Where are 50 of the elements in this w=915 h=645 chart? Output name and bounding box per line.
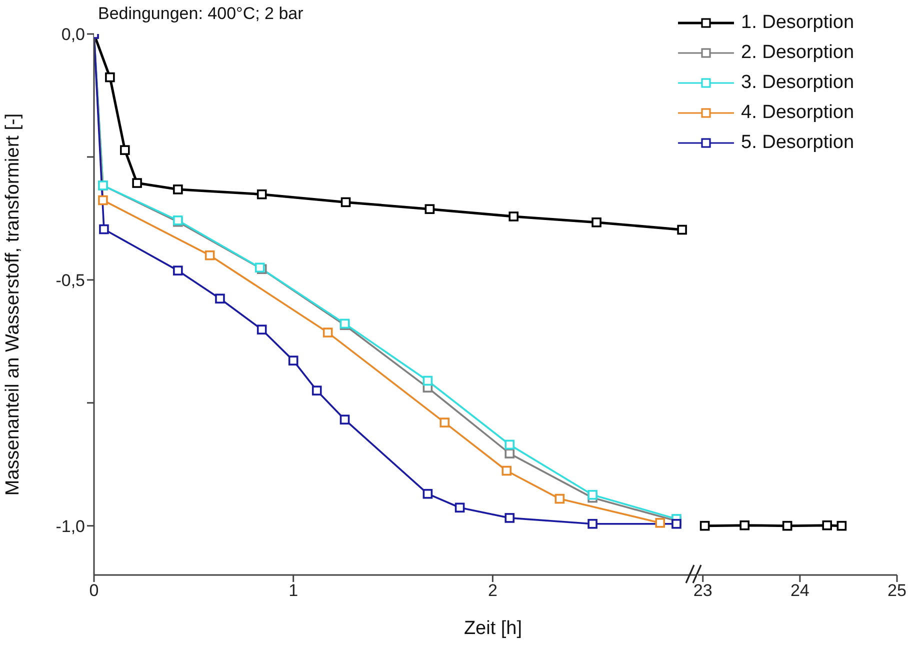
point xyxy=(440,418,450,428)
point xyxy=(256,324,267,334)
point xyxy=(120,145,130,155)
legend-label: 1. Desorption xyxy=(741,12,854,34)
point xyxy=(672,518,682,529)
x-tick-label: 1 xyxy=(288,581,298,600)
x-tick-label: 2 xyxy=(488,581,498,600)
point xyxy=(655,518,666,528)
text: Bedingungen: 400°C; 2 bar xyxy=(98,4,304,24)
point xyxy=(132,178,142,188)
point xyxy=(340,197,351,208)
point xyxy=(204,250,215,260)
point xyxy=(677,224,687,235)
point xyxy=(99,224,109,234)
point xyxy=(508,212,519,222)
x-tick-label: 23 xyxy=(693,581,712,600)
x-axis-title: Zeit [h] xyxy=(462,618,524,640)
point xyxy=(422,488,433,499)
point xyxy=(504,513,515,523)
y-tick-label: 0,0 xyxy=(61,25,85,44)
point xyxy=(424,204,435,214)
point xyxy=(173,266,183,276)
point xyxy=(98,195,108,206)
point xyxy=(288,356,298,366)
point xyxy=(322,328,333,338)
point xyxy=(256,189,267,200)
x-tick-label: 25 xyxy=(888,581,906,600)
point xyxy=(504,448,515,458)
x-tick-label: 24 xyxy=(790,581,810,600)
legend-label: 2. Desorption xyxy=(741,42,854,64)
point xyxy=(422,376,433,386)
point xyxy=(215,294,225,304)
point xyxy=(173,184,183,194)
point xyxy=(592,217,602,228)
y-tick-label: -1,0 xyxy=(56,516,85,536)
legend-label: 4. Desorption xyxy=(741,102,854,124)
point xyxy=(454,502,465,513)
point xyxy=(554,494,565,504)
point xyxy=(105,72,115,82)
y-tick-label: -0,5 xyxy=(56,270,85,290)
point xyxy=(312,386,322,396)
point xyxy=(588,490,598,500)
legend-label: 5. Desorption xyxy=(741,132,854,154)
y-axis-title: Massenanteil an Wasserstoff, transformiert [-] xyxy=(2,113,24,496)
point xyxy=(340,414,350,424)
legend-label: 3. Desorption xyxy=(741,72,854,94)
point xyxy=(502,466,512,476)
point xyxy=(588,518,598,529)
point xyxy=(504,440,515,450)
x-tick-label: 0 xyxy=(89,581,99,600)
